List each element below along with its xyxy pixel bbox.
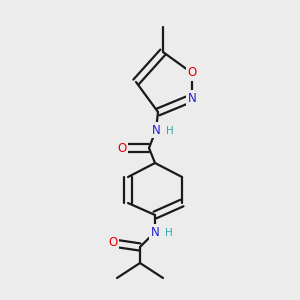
Text: H: H: [165, 228, 173, 238]
Text: N: N: [151, 226, 159, 238]
Text: O: O: [188, 67, 196, 80]
Text: H: H: [166, 126, 174, 136]
Text: N: N: [152, 124, 160, 136]
Text: O: O: [117, 142, 127, 154]
Text: N: N: [188, 92, 196, 104]
Text: O: O: [108, 236, 118, 250]
